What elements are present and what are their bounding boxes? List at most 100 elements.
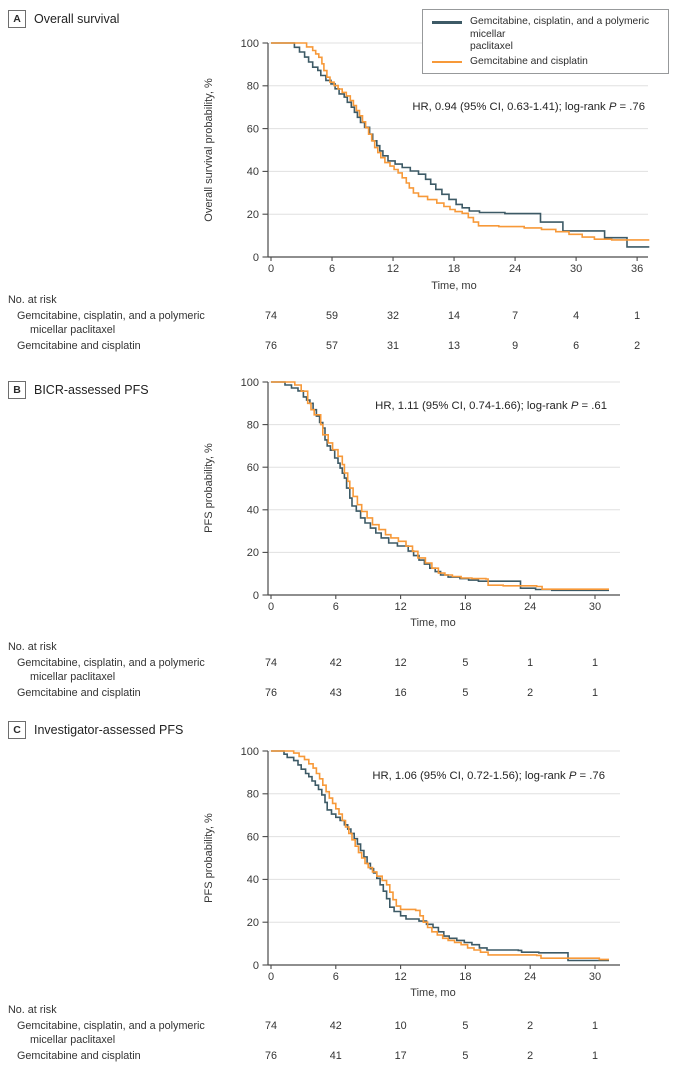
at-risk-count: 13 <box>448 340 461 352</box>
panel-b-x-axis-label: Time, mo <box>410 617 456 629</box>
at-risk-count: 2 <box>634 340 641 352</box>
panel-a-header: A Overall survival <box>8 10 119 28</box>
at-risk-count: 6 <box>573 340 580 352</box>
km-curve-group2 <box>271 42 650 241</box>
x-tick-label: 30 <box>589 601 601 613</box>
x-tick-label: 36 <box>631 263 643 275</box>
at-risk-count: 16 <box>394 687 407 699</box>
y-tick-label: 20 <box>247 917 259 929</box>
x-tick-label: 0 <box>268 601 274 613</box>
legend: Gemcitabine, cisplatin, and a polymeric … <box>422 9 669 75</box>
at-risk-count: 74 <box>264 310 278 322</box>
at-risk-count: 5 <box>462 687 469 699</box>
at-risk-count: 7 <box>512 310 519 322</box>
y-tick-label: 40 <box>247 505 259 517</box>
panel-a-x-axis-label: Time, mo <box>431 280 477 292</box>
panel-c-header: C Investigator-assessed PFS <box>8 721 183 739</box>
panel-c-at-risk-row2-counts: 76 41 17 5 2 1 <box>0 1050 673 1063</box>
panel-b-at-risk-heading: No. at risk <box>8 641 57 653</box>
x-tick-label: 6 <box>333 601 339 613</box>
x-tick-label: 24 <box>509 263 521 275</box>
at-risk-count: 2 <box>527 1020 534 1032</box>
at-risk-count: 59 <box>326 310 339 322</box>
y-tick-label: 0 <box>253 252 259 264</box>
panel-c-letter-badge: C <box>8 721 26 739</box>
x-tick-label: 18 <box>459 971 471 983</box>
y-tick-label: 80 <box>247 419 259 431</box>
at-risk-count: 42 <box>329 1020 342 1032</box>
at-risk-count: 1 <box>591 657 599 669</box>
at-risk-count: 2 <box>527 1050 534 1062</box>
x-tick-label: 0 <box>268 263 274 275</box>
at-risk-count: 10 <box>394 1020 407 1032</box>
panel-c-at-risk-heading: No. at risk <box>8 1004 57 1016</box>
at-risk-count: 41 <box>329 1050 342 1062</box>
at-risk-count: 2 <box>527 687 534 699</box>
at-risk-count: 1 <box>591 1050 599 1062</box>
at-risk-count: 5 <box>462 1050 469 1062</box>
legend-label-group2: Gemcitabine and cisplatin <box>470 55 588 67</box>
at-risk-count: 1 <box>591 687 599 699</box>
x-tick-label: 6 <box>329 263 335 275</box>
panel-a-letter-badge: A <box>8 10 26 28</box>
at-risk-count: 1 <box>527 657 534 669</box>
panel-b-letter-badge: B <box>8 381 26 399</box>
y-tick-label: 0 <box>253 590 259 602</box>
panel-a-at-risk-row1-counts: 74 59 32 14 7 4 1 <box>0 310 673 323</box>
panel-b-y-axis-label: PFS probability, % <box>203 443 215 533</box>
panel-a-at-risk-row2-label: Gemcitabine and cisplatin <box>17 340 141 352</box>
at-risk-count: 43 <box>329 687 342 699</box>
at-risk-count: 5 <box>462 1020 469 1032</box>
panel-c-at-risk-row2-label: Gemcitabine and cisplatin <box>17 1050 141 1062</box>
at-risk-count: 74 <box>264 1020 278 1032</box>
panel-a-at-risk-row1-label-line1: Gemcitabine, cisplatin, and a polymeric <box>17 310 205 322</box>
at-risk-count: 12 <box>394 657 407 669</box>
y-tick-label: 60 <box>247 462 259 474</box>
y-tick-label: 40 <box>247 874 259 886</box>
panel-a-at-risk-row1-label-line2: micellar paclitaxel <box>30 324 116 336</box>
at-risk-count: 57 <box>326 340 339 352</box>
panel-c-hr-annotation: HR, 1.06 (95% CI, 0.72-1.56); log-rank P… <box>372 770 605 782</box>
x-tick-label: 18 <box>459 601 471 613</box>
at-risk-count: 1 <box>634 310 641 322</box>
km-curve-group2 <box>271 381 609 590</box>
y-tick-label: 20 <box>247 209 259 221</box>
panel-a-hr-annotation: HR, 0.94 (95% CI, 0.63-1.41); log-rank P… <box>412 101 645 113</box>
panel-a-y-axis-label: Overall survival probability, % <box>203 78 215 222</box>
legend-line-group2 <box>432 60 462 64</box>
panel-c-at-risk-row1-label-line2: micellar paclitaxel <box>30 1034 116 1046</box>
panel-b-at-risk-row2-label: Gemcitabine and cisplatin <box>17 687 141 699</box>
panel-b-title: BICR-assessed PFS <box>34 383 149 397</box>
legend-label-group1: Gemcitabine, cisplatin, and a polymeric … <box>470 16 650 53</box>
x-tick-label: 24 <box>524 971 536 983</box>
at-risk-count: 4 <box>573 310 580 322</box>
panel-c-at-risk-row1-counts: 74 42 10 5 2 1 <box>0 1020 673 1033</box>
x-tick-label: 30 <box>570 263 582 275</box>
at-risk-count: 5 <box>462 657 469 669</box>
at-risk-count: 9 <box>512 340 519 352</box>
y-tick-label: 80 <box>247 789 259 801</box>
panel-a-at-risk-heading: No. at risk <box>8 294 57 306</box>
panel-c-x-axis-label: Time, mo <box>410 987 456 999</box>
y-tick-label: 100 <box>241 746 259 758</box>
x-tick-label: 12 <box>394 971 406 983</box>
at-risk-count: 76 <box>264 340 278 352</box>
panel-b-at-risk-row1-label-line2: micellar paclitaxel <box>30 671 116 683</box>
y-tick-label: 60 <box>247 123 259 135</box>
km-curve-group2 <box>271 750 609 961</box>
km-curve-group1 <box>271 42 650 248</box>
panel-b-at-risk-row1-label-line1: Gemcitabine, cisplatin, and a polymeric <box>17 657 205 669</box>
at-risk-count: 76 <box>264 1050 278 1062</box>
y-tick-label: 100 <box>241 38 259 50</box>
at-risk-count: 14 <box>448 310 461 322</box>
x-tick-label: 18 <box>448 263 460 275</box>
y-tick-label: 20 <box>247 547 259 559</box>
x-tick-label: 0 <box>268 971 274 983</box>
panel-a-at-risk-row2-counts: 76 57 31 13 9 6 2 <box>0 340 673 353</box>
legend-item-group2: Gemcitabine and cisplatin <box>432 56 660 69</box>
legend-item-group1: Gemcitabine, cisplatin, and a polymeric … <box>432 16 660 54</box>
at-risk-count: 42 <box>329 657 342 669</box>
km-curve-group1 <box>271 750 609 962</box>
